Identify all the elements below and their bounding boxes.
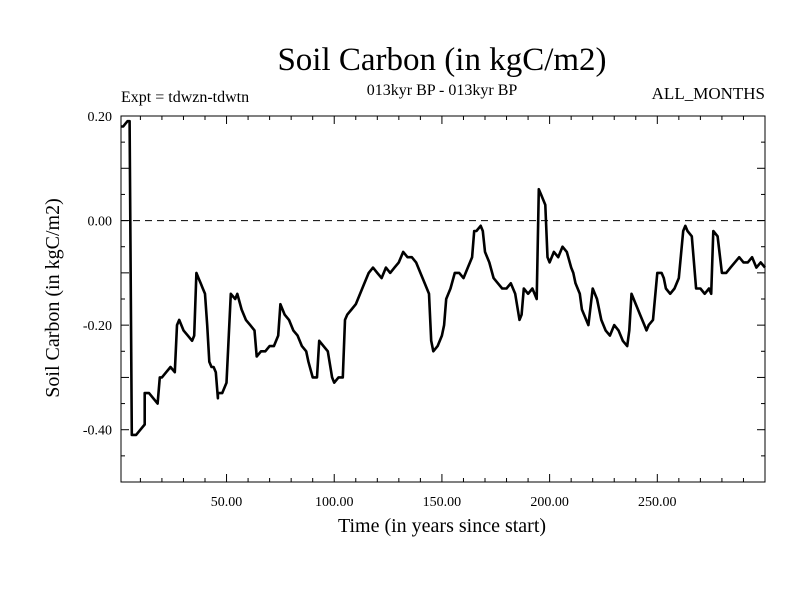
y-tick-label: 0.00 — [88, 215, 113, 230]
y-tick-label: 0.20 — [88, 110, 113, 125]
tick-marks — [121, 115, 766, 483]
x-tick-label: 100.00 — [315, 495, 354, 510]
x-tick-label: 50.00 — [211, 495, 243, 510]
x-tick-label: 200.00 — [530, 495, 569, 510]
tick-labels: 0.20 0.00 -0.20 -0.40 50.00 100.00 150.00 200.0… — [83, 110, 677, 510]
y-tick-label: -0.20 — [83, 319, 112, 334]
series-group — [121, 119, 767, 437]
period-label: 013kyr BP - 013kyr BP — [366, 82, 518, 99]
axes — [120, 115, 766, 483]
months-label: ALL_MONTHS — [651, 84, 765, 103]
chart-title: Soil Carbon (in kgC/m2) — [277, 42, 607, 78]
plot-frame — [120, 115, 766, 483]
y-tick-label: -0.40 — [83, 424, 112, 439]
y-axis-label: Soil Carbon (in kgC/m2) — [42, 198, 64, 397]
x-axis-label: Time (in years since start) — [338, 515, 546, 537]
experiment-label: Expt = tdwzn-tdwtn — [121, 89, 250, 106]
x-tick-label: 150.00 — [423, 495, 462, 510]
series-line — [121, 119, 767, 437]
x-tick-label: 250.00 — [638, 495, 677, 510]
